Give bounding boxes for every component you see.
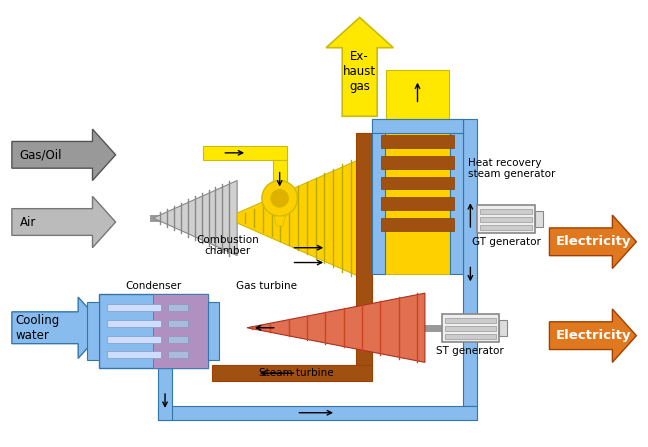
Text: Gas turbine: Gas turbine	[237, 281, 297, 291]
Bar	[158, 346, 172, 420]
Text: Electricity: Electricity	[555, 329, 631, 342]
Polygon shape	[12, 196, 115, 248]
Bar	[158, 406, 478, 420]
Bar	[382, 156, 454, 169]
Bar	[382, 218, 454, 231]
Text: Combustion
chamber: Combustion chamber	[196, 235, 259, 257]
Polygon shape	[12, 297, 106, 358]
Bar	[213, 365, 371, 381]
Bar	[273, 160, 286, 190]
Polygon shape	[550, 309, 636, 363]
Polygon shape	[326, 17, 393, 116]
Polygon shape	[247, 293, 425, 363]
Bar	[371, 119, 463, 133]
Text: Condenser: Condenser	[125, 281, 181, 291]
Bar	[98, 294, 207, 368]
Text: Air: Air	[19, 215, 36, 228]
Bar	[450, 119, 463, 274]
Bar	[107, 304, 161, 311]
Bar	[382, 197, 454, 210]
Polygon shape	[237, 157, 365, 279]
Bar	[168, 304, 188, 311]
Bar	[107, 336, 161, 342]
Text: Steam turbine: Steam turbine	[259, 368, 334, 378]
Bar	[463, 119, 478, 406]
Polygon shape	[550, 215, 636, 269]
Bar	[535, 211, 542, 227]
Bar	[442, 314, 499, 342]
Polygon shape	[153, 181, 237, 256]
Bar	[168, 351, 188, 358]
Bar	[382, 135, 454, 148]
Bar	[107, 351, 161, 358]
Bar	[203, 146, 286, 160]
Text: Cooling
water: Cooling water	[16, 314, 60, 342]
Bar	[87, 302, 98, 360]
Text: ST generator: ST generator	[437, 346, 504, 355]
Bar	[445, 326, 496, 331]
Text: Heat recovery
steam generator: Heat recovery steam generator	[469, 158, 556, 179]
Bar	[480, 209, 531, 214]
Bar	[480, 217, 531, 222]
Bar	[207, 302, 220, 360]
Circle shape	[262, 181, 297, 216]
Bar	[168, 320, 188, 327]
Text: Electricity: Electricity	[555, 235, 631, 248]
Polygon shape	[273, 216, 286, 226]
Polygon shape	[12, 129, 115, 181]
Bar	[386, 70, 448, 119]
Bar	[480, 225, 531, 230]
Bar	[153, 294, 207, 368]
Bar	[168, 336, 188, 342]
Bar	[499, 320, 507, 336]
Bar	[445, 333, 496, 339]
Text: GT generator: GT generator	[472, 237, 540, 247]
Bar	[386, 119, 450, 274]
Bar	[107, 320, 161, 327]
Text: Gas/Oil: Gas/Oil	[19, 148, 62, 161]
Bar	[371, 119, 386, 274]
Bar	[445, 318, 496, 323]
Bar	[382, 177, 454, 190]
Circle shape	[271, 190, 288, 207]
Bar	[356, 133, 371, 365]
Text: Ex-
haust
gas: Ex- haust gas	[343, 51, 376, 93]
Bar	[478, 205, 535, 233]
